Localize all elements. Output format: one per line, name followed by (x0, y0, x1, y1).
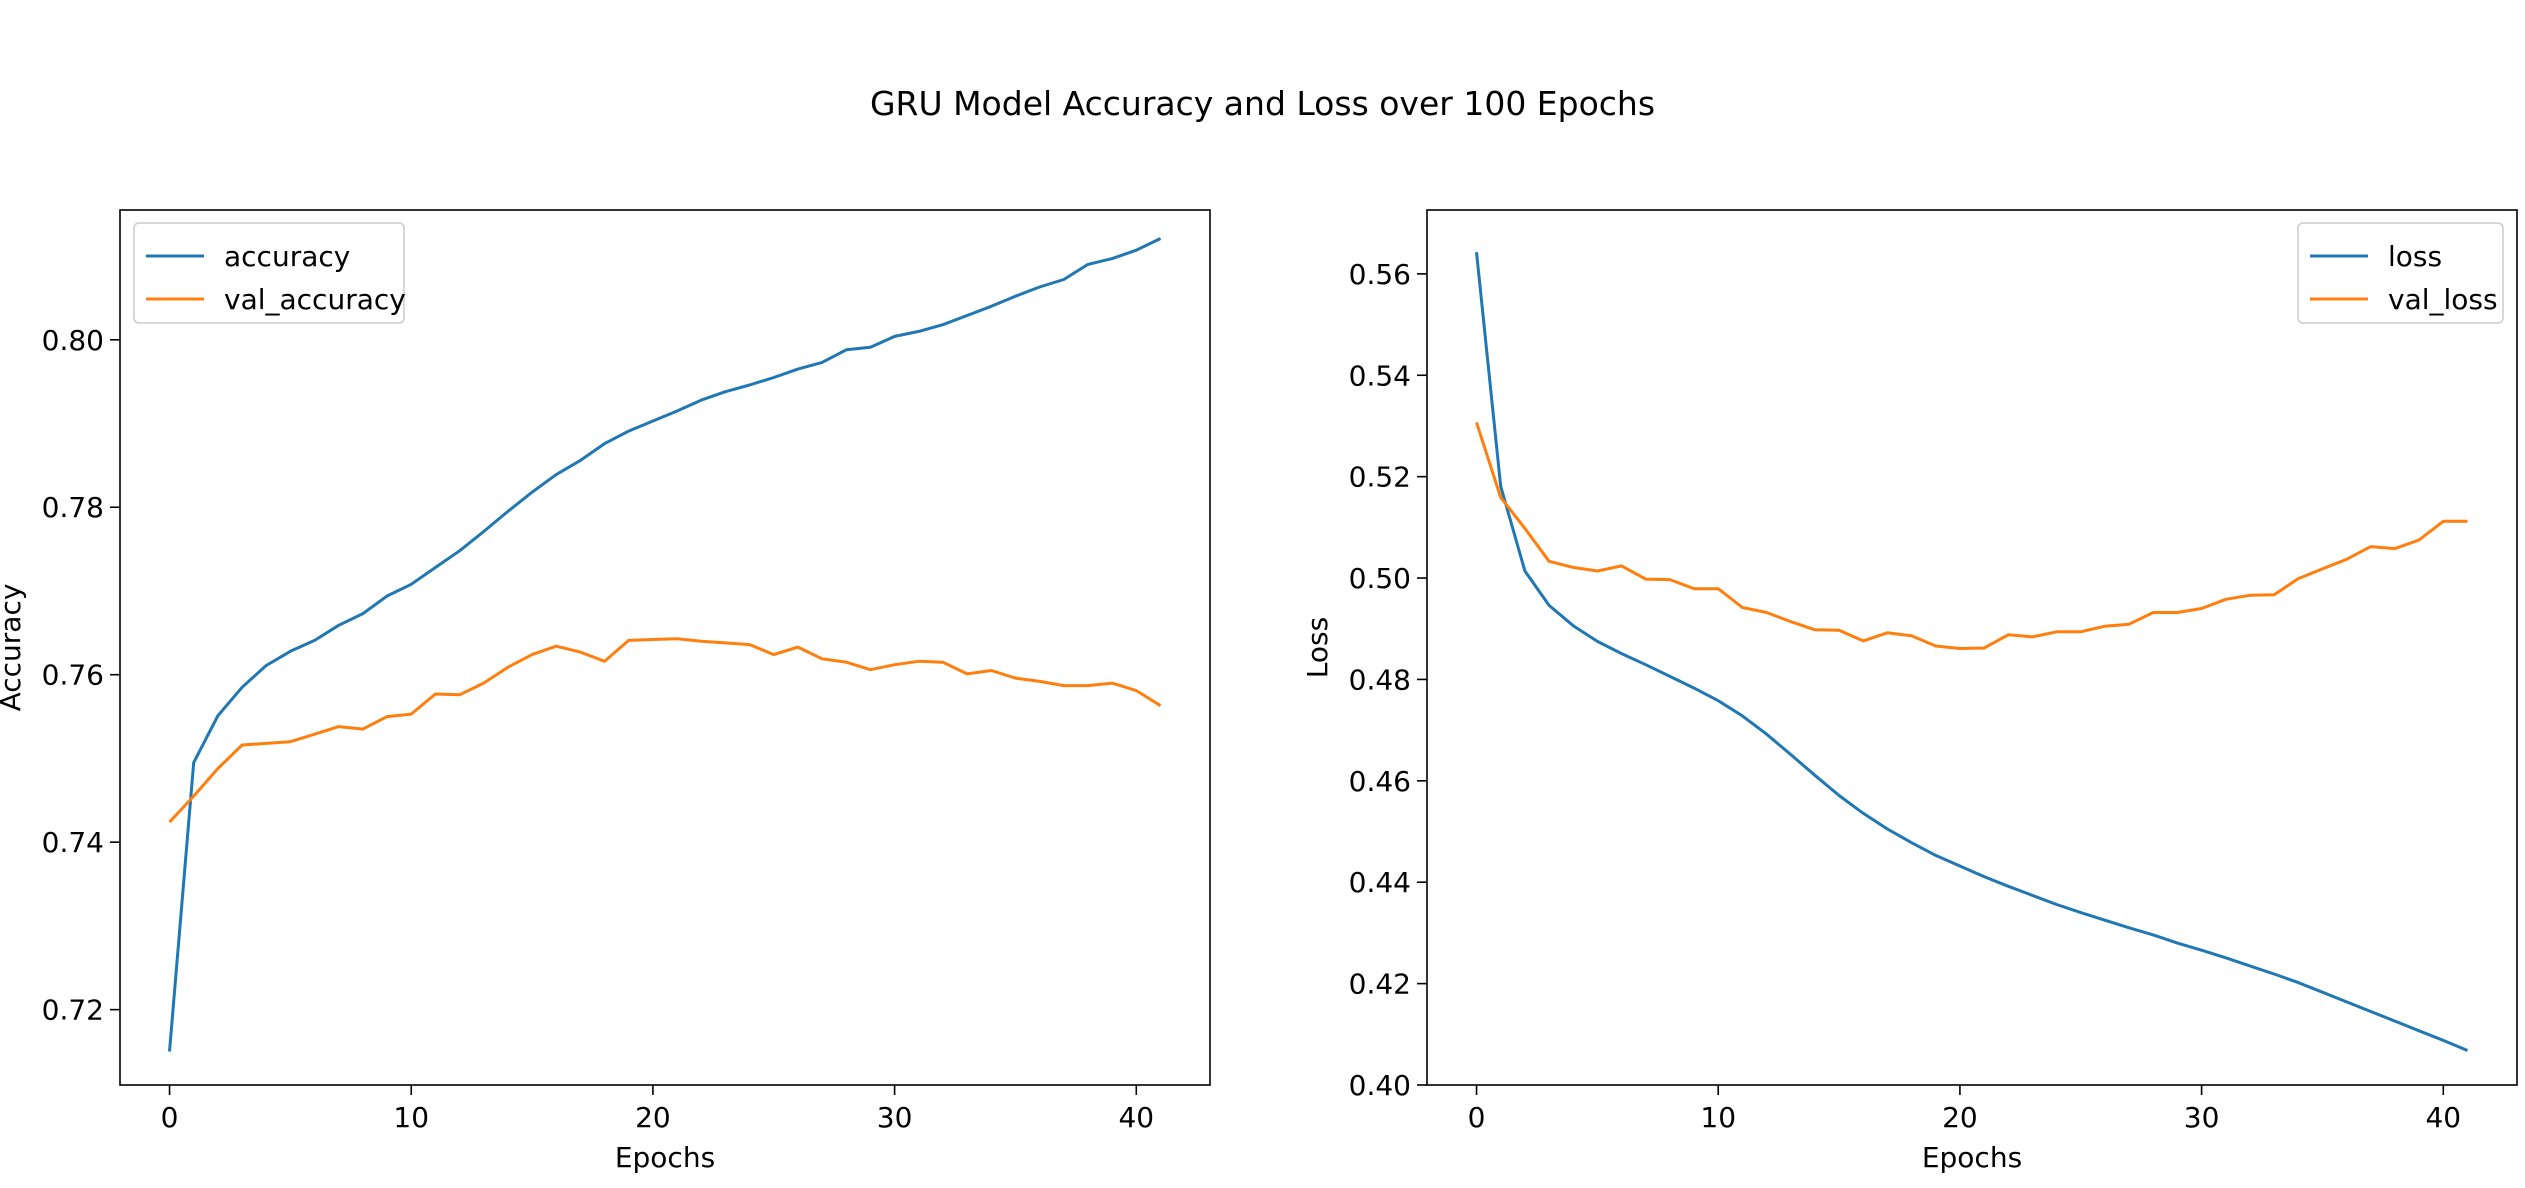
x-tick-label: 20 (635, 1101, 671, 1134)
y-tick-label: 0.54 (1349, 359, 1411, 392)
series-line-loss (1475, 251, 2469, 1052)
y-tick-label: 0.40 (1349, 1069, 1411, 1102)
y-tick-label: 0.72 (42, 994, 104, 1027)
x-tick-label: 40 (1118, 1101, 1154, 1134)
accuracy-chart: 0 10 20 30 40 0.72 0.74 0.76 0.78 0.80 Epochs Accur… (0, 209, 1211, 1174)
y-tick-label: 0.76 (42, 659, 104, 692)
legend-label-val-loss: val_loss (2388, 283, 2498, 316)
x-tick-label: 0 (1468, 1101, 1486, 1134)
x-axis-label: Epochs (1922, 1141, 2022, 1174)
y-tick-label: 0.56 (1349, 258, 1411, 291)
y-tick-label: 0.74 (42, 826, 104, 859)
x-tick-label: 20 (1942, 1101, 1978, 1134)
plot-frame (119, 209, 1211, 1086)
legend: loss val_loss (2297, 222, 2504, 324)
x-tick-label: 40 (2425, 1101, 2461, 1134)
y-axis-label: Loss (1301, 617, 1334, 678)
series-line-val-accuracy (168, 637, 1162, 824)
x-tick-label: 10 (393, 1101, 429, 1134)
y-tick-label: 0.46 (1349, 765, 1411, 798)
y-tick-label: 0.78 (42, 491, 104, 524)
y-tick-label: 0.50 (1349, 562, 1411, 595)
series-line-accuracy (168, 237, 1162, 1052)
plot-frame (1426, 209, 2518, 1086)
legend: accuracy val_accuracy (133, 222, 406, 324)
legend-label-accuracy: accuracy (224, 240, 350, 273)
x-tick-label: 30 (877, 1101, 913, 1134)
figure-title: GRU Model Accuracy and Loss over 100 Epo… (869, 84, 1656, 123)
y-tick-label: 0.44 (1349, 866, 1411, 899)
y-tick-label: 0.52 (1349, 461, 1411, 494)
legend-label-val-accuracy: val_accuracy (224, 283, 406, 316)
series-line-val-loss (1475, 421, 2468, 650)
legend-label-loss: loss (2388, 240, 2442, 273)
x-axis-label: Epochs (615, 1141, 715, 1174)
y-axis-label: Accuracy (0, 584, 27, 712)
loss-chart: 0 10 20 30 40 0.40 0.42 0.44 0.46 0.48 0.50 0.52 0.5… (1301, 209, 2518, 1174)
y-tick-label: 0.42 (1349, 968, 1411, 1001)
y-tick-label: 0.80 (42, 324, 104, 357)
y-tick-label: 0.48 (1349, 663, 1411, 696)
x-tick-label: 0 (161, 1101, 179, 1134)
x-tick-label: 30 (2184, 1101, 2220, 1134)
x-tick-label: 10 (1700, 1101, 1736, 1134)
